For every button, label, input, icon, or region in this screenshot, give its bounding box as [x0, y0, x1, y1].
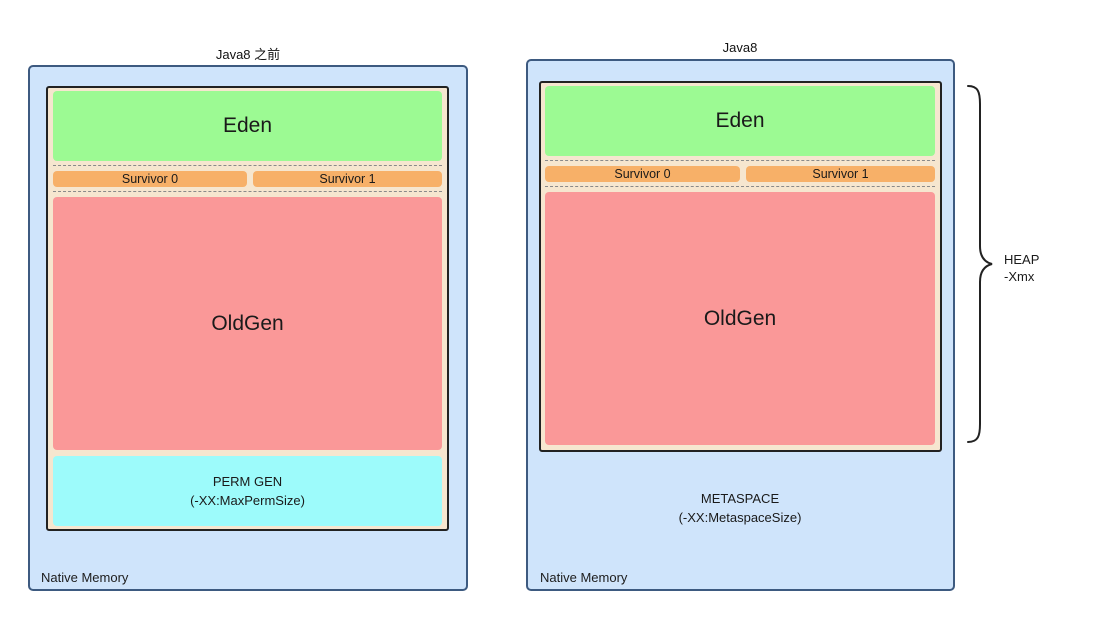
left-divider-top: [53, 165, 442, 166]
right-eden-label: Eden: [715, 109, 765, 132]
heap-brace-icon: [967, 85, 993, 443]
right-divider-top: [545, 160, 935, 161]
heap-annotation-title: HEAP: [1004, 252, 1040, 267]
left-survivor-1: Survivor 1: [253, 171, 442, 187]
heap-annotation-flag: -Xmx: [1004, 269, 1035, 284]
left-permgen-title: PERM GEN: [212, 474, 283, 489]
left-oldgen: OldGen: [53, 197, 442, 450]
right-eden: Eden: [545, 86, 935, 156]
left-permgen-flag: (-XX:MaxPermSize): [190, 493, 305, 508]
left-divider-bottom: [53, 191, 442, 192]
left-native-memory-label: Native Memory: [41, 570, 129, 585]
left-eden-label: Eden: [222, 114, 273, 137]
left-permgen: PERM GEN (-XX:MaxPermSize): [53, 456, 442, 526]
left-panel-title: Java8 之前: [215, 47, 281, 62]
right-divider-bottom: [545, 186, 935, 187]
right-survivor-1: Survivor 1: [746, 166, 935, 182]
right-metaspace-flag: (-XX:MetaspaceSize): [678, 510, 802, 525]
right-oldgen-label: OldGen: [703, 306, 777, 330]
left-survivor-0-label: Survivor 0: [121, 172, 179, 186]
right-native-memory-label: Native Memory: [540, 570, 628, 585]
left-survivor-0: Survivor 0: [53, 171, 247, 187]
right-survivor-1-label: Survivor 1: [812, 167, 869, 181]
right-survivor-0-label: Survivor 0: [614, 167, 671, 181]
right-metaspace-title: METASPACE: [700, 491, 780, 506]
right-survivor-0: Survivor 0: [545, 166, 740, 182]
left-survivor-1-label: Survivor 1: [319, 172, 376, 186]
heap-annotation: HEAP -Xmx: [1004, 251, 1039, 285]
right-metaspace: METASPACE (-XX:MetaspaceSize): [590, 489, 890, 527]
left-oldgen-label: OldGen: [211, 311, 284, 335]
right-panel-title: Java8: [722, 40, 758, 55]
left-eden: Eden: [53, 91, 442, 161]
right-oldgen: OldGen: [545, 192, 935, 445]
